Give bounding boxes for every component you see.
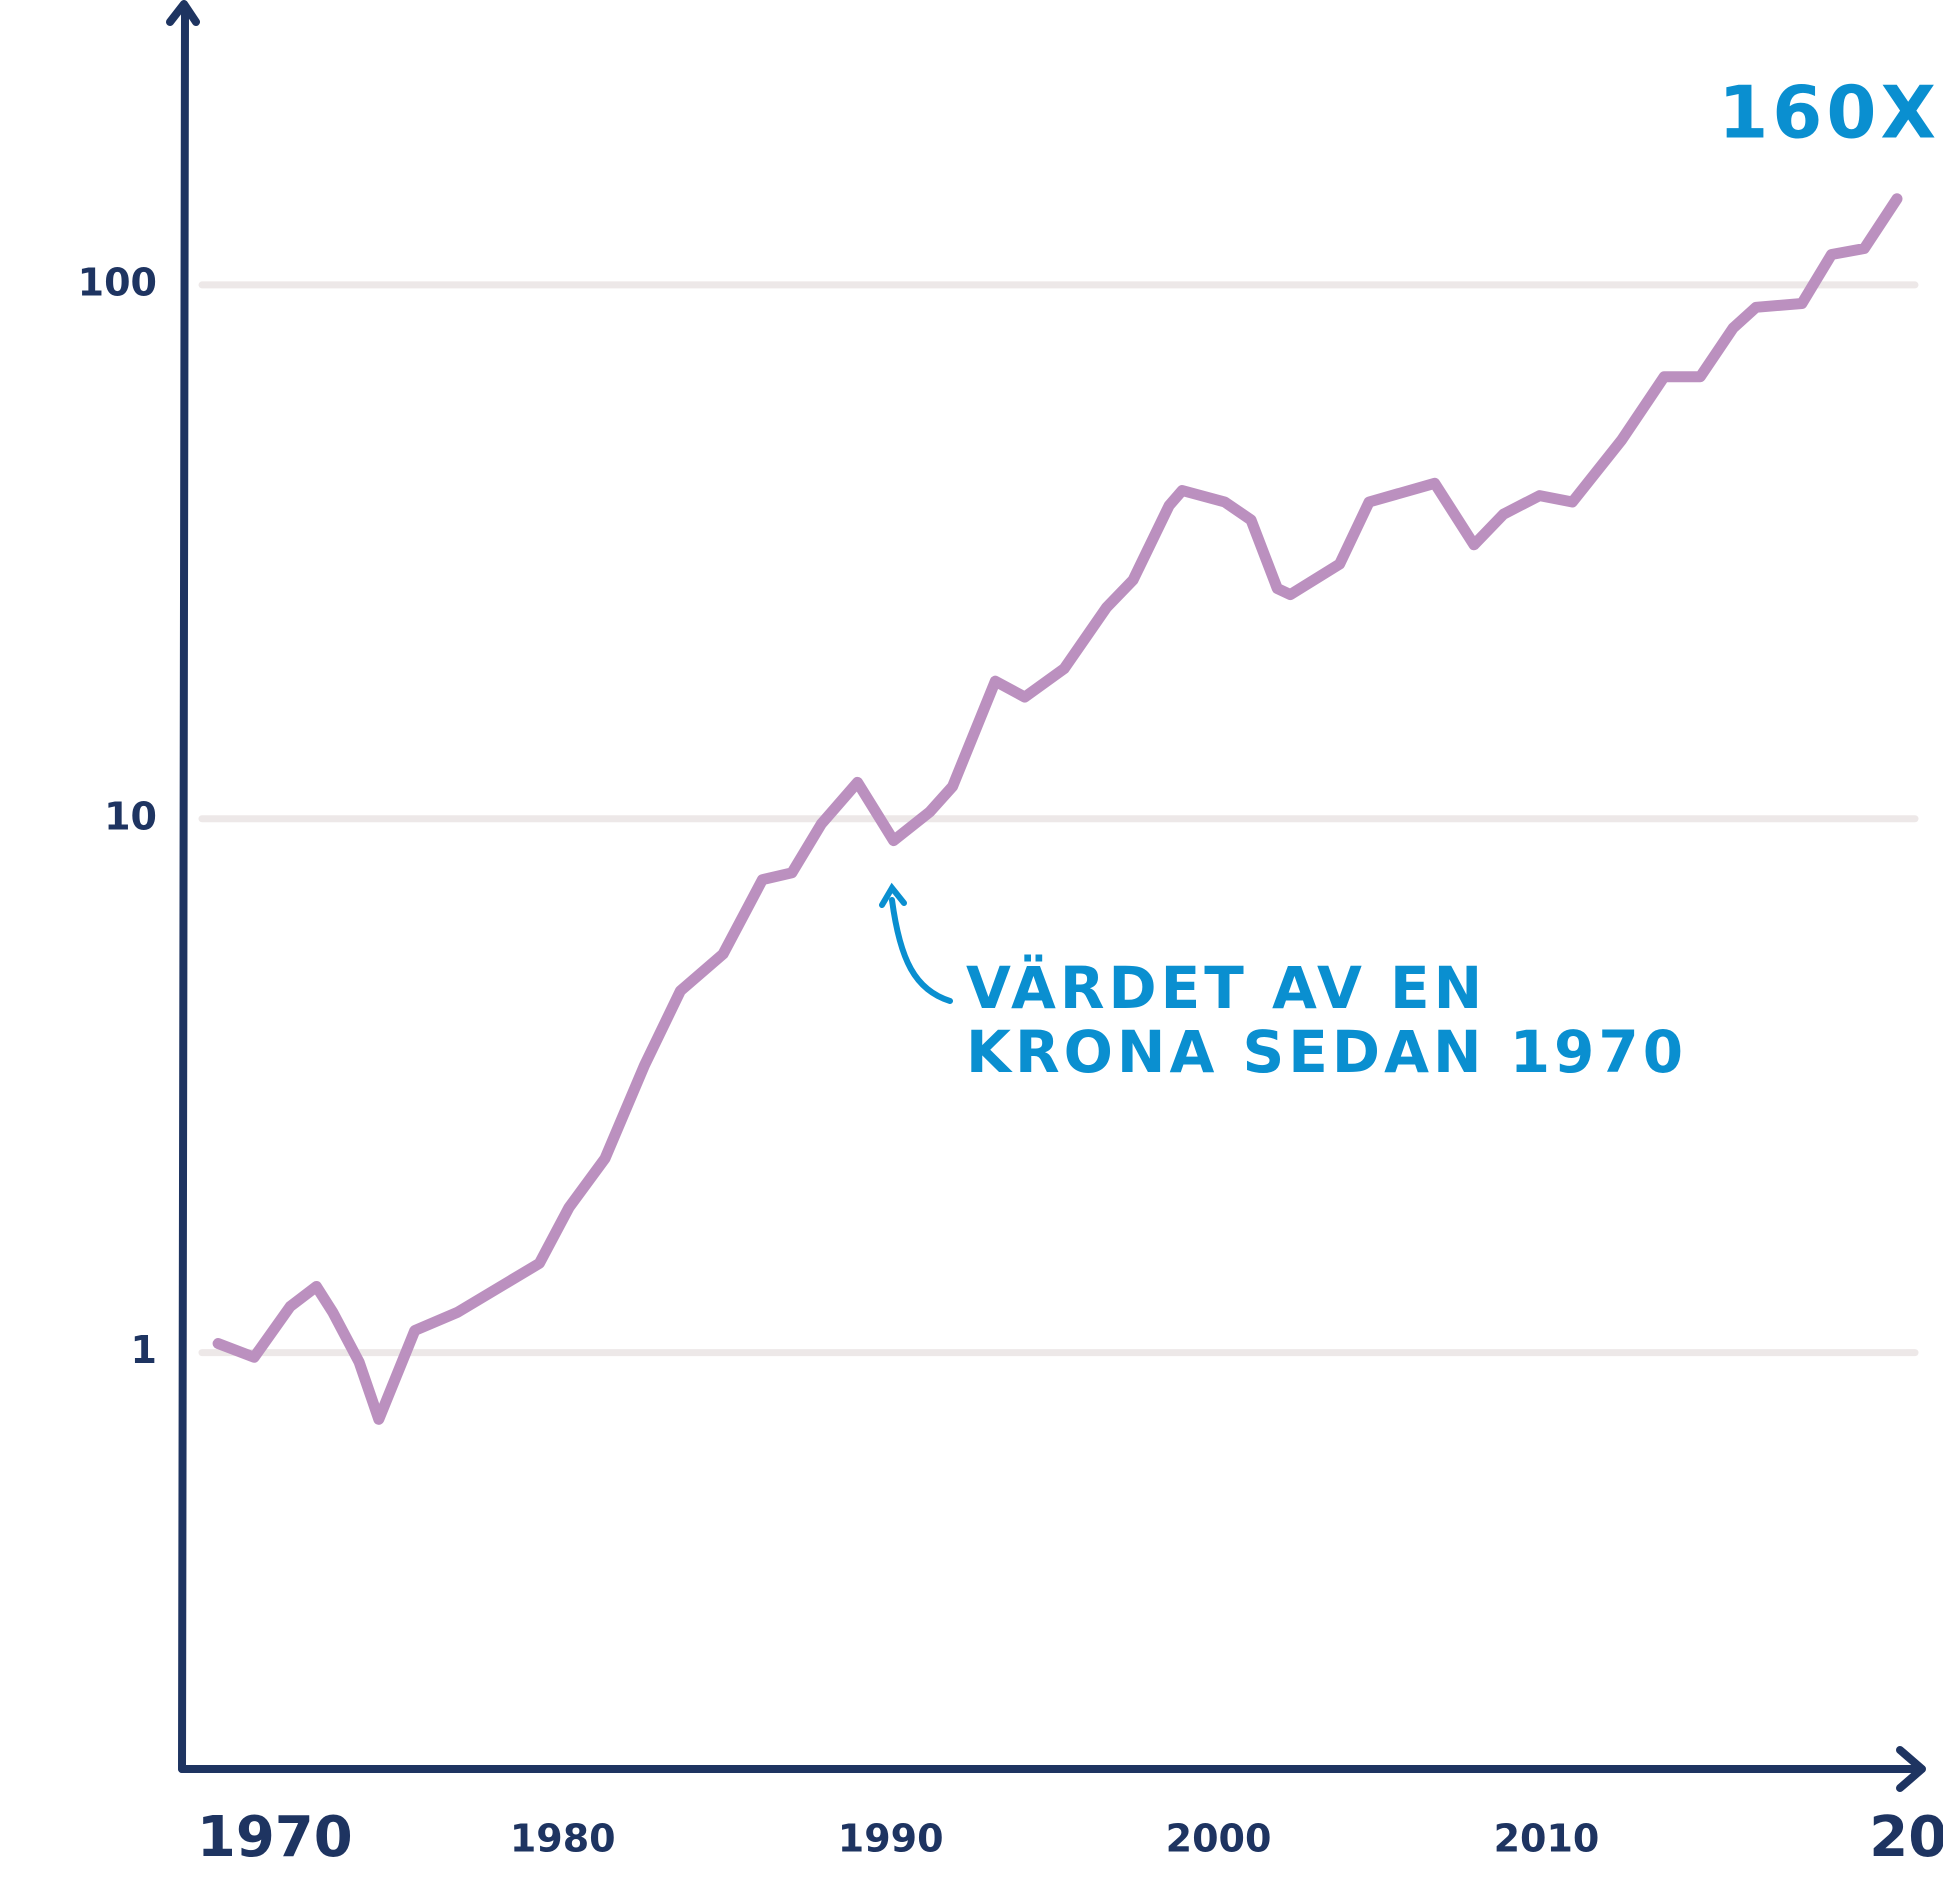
annotation: VÄRDET AV EN (966, 953, 1486, 1022)
y-tick-label: 1 (131, 1328, 157, 1372)
end-label: 160X (1718, 71, 1940, 155)
x-tick-label: 2010 (1494, 1817, 1600, 1861)
annotation: KRONA SEDAN 1970 (966, 1018, 1687, 1086)
x-tick-label: 1980 (510, 1817, 616, 1861)
annotation-arrow (879, 882, 953, 1004)
x-tick-label: 2000 (1166, 1817, 1272, 1861)
y-axis (166, 0, 200, 1773)
x-axis (178, 1746, 1926, 1792)
y-tick-label: 100 (78, 260, 157, 304)
data-line (212, 193, 1903, 1425)
x-tick-label: 1990 (838, 1817, 944, 1861)
x-tick-label: 2021 (1869, 1805, 1943, 1870)
y-tick-label: 10 (104, 794, 157, 838)
x-tick-label: 1970 (197, 1805, 353, 1870)
